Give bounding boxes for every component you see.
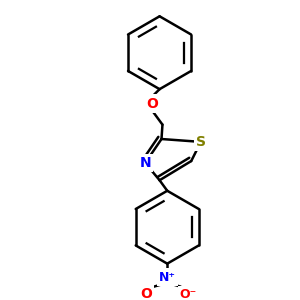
Text: N⁺: N⁺ xyxy=(159,271,176,284)
Text: O: O xyxy=(146,97,158,110)
Text: O⁻: O⁻ xyxy=(180,288,197,300)
Text: N: N xyxy=(140,156,151,170)
Text: O: O xyxy=(140,287,152,300)
Text: S: S xyxy=(196,135,206,149)
